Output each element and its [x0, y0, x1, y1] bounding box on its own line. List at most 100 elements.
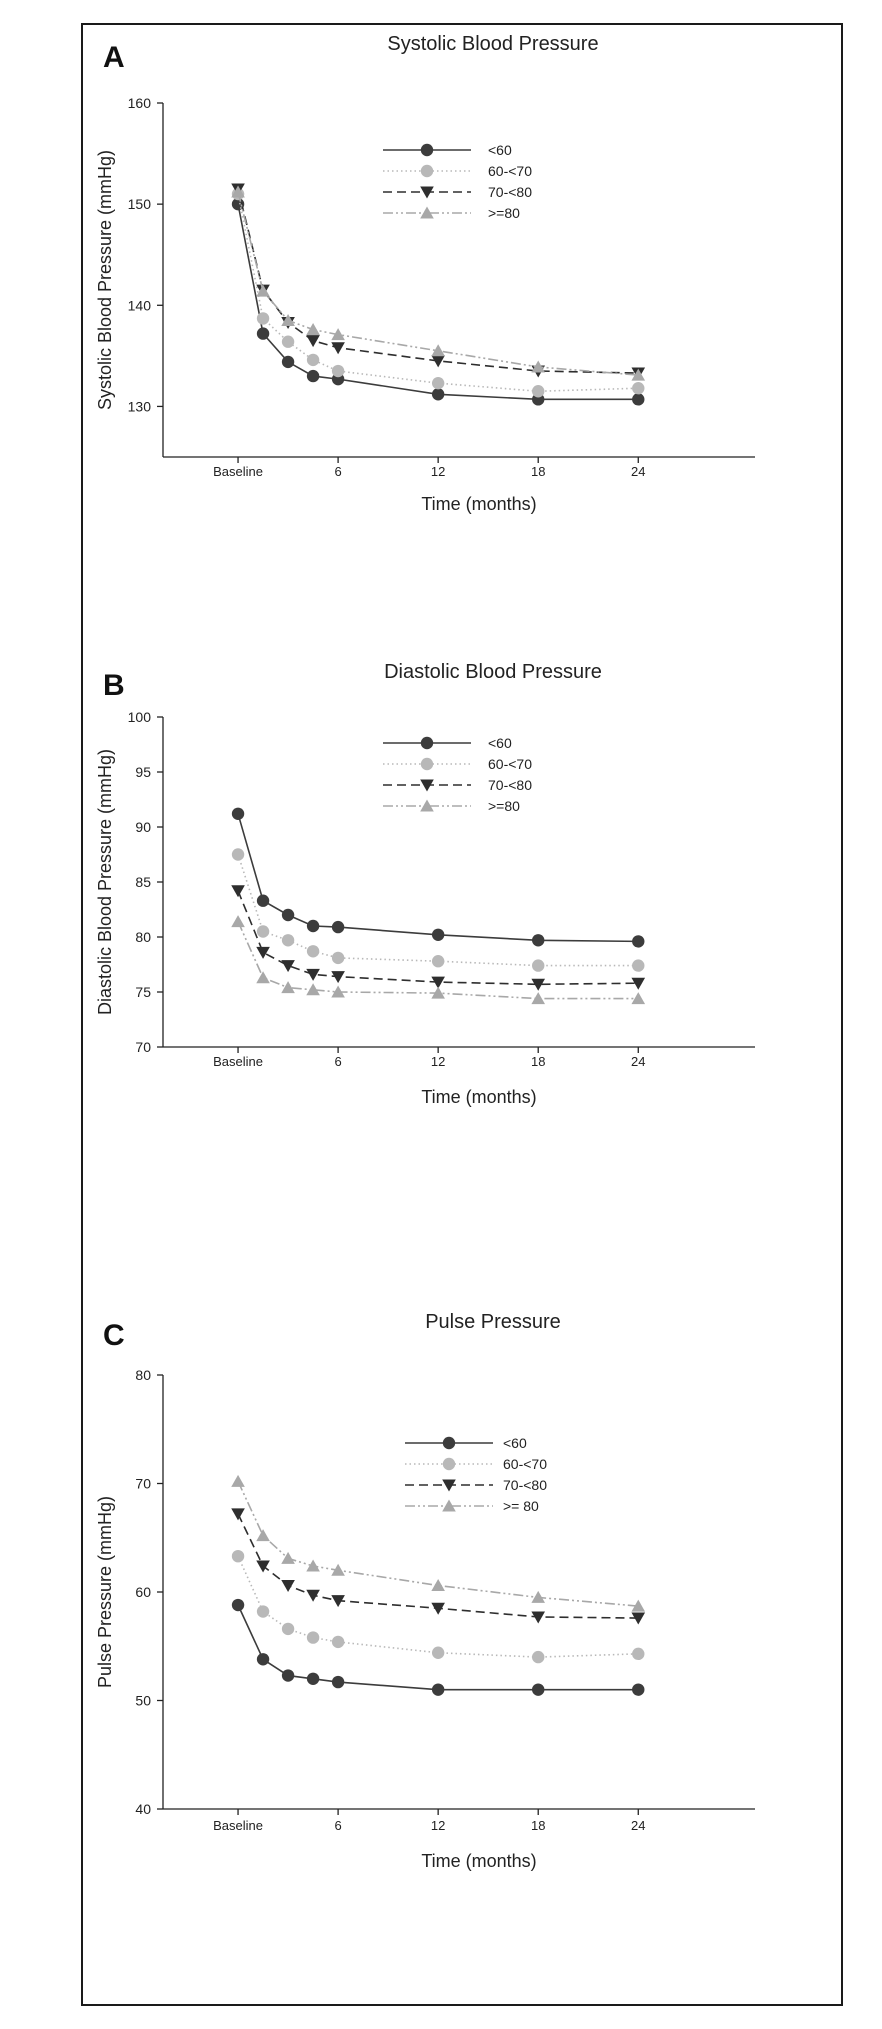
data-point [632, 959, 645, 972]
data-point [431, 928, 445, 941]
x-tick-label: 24 [631, 464, 645, 479]
chart-svg: A Systolic Blood Pressure 130 140 150 160 Base… [95, 33, 755, 514]
data-point [306, 369, 320, 383]
y-tick-label: 50 [135, 1693, 151, 1709]
legend-entry: >=80 [383, 205, 520, 221]
legend-entry: <60 [383, 142, 512, 158]
data-point [281, 355, 295, 369]
y-axis-label: Pulse Pressure (mmHg) [95, 1496, 115, 1688]
data-point [431, 388, 445, 401]
data-point [281, 981, 295, 994]
y-axis-label: Systolic Blood Pressure (mmHg) [95, 150, 115, 410]
series-0 [231, 807, 645, 948]
legend-marker [420, 206, 434, 219]
y-tick-label: 90 [135, 819, 151, 835]
data-point [256, 1560, 270, 1573]
data-point [231, 185, 245, 198]
data-point [431, 1602, 445, 1615]
data-point [632, 1683, 645, 1696]
data-point [306, 968, 320, 981]
series-3 [231, 185, 646, 381]
legend-entry: 70-<80 [383, 777, 532, 793]
data-point [231, 1508, 245, 1521]
data-point [281, 313, 295, 326]
panel-letter: B [103, 669, 125, 702]
data-point [631, 368, 646, 381]
data-point [331, 1635, 345, 1649]
data-point [531, 1611, 546, 1624]
y-tick-label: 75 [135, 984, 151, 1000]
data-point [231, 1474, 245, 1487]
x-tick-label: Baseline [213, 1818, 263, 1833]
panel-diastolic: B Diastolic Blood Pressure 70 75 80 85 90 95 100… [83, 655, 840, 1305]
data-point [256, 971, 270, 984]
data-point [532, 1650, 545, 1664]
data-point [532, 1683, 545, 1696]
legend-entry: 70-<80 [405, 1477, 547, 1493]
data-point [632, 393, 645, 406]
data-point [431, 355, 445, 368]
data-point [431, 376, 445, 390]
data-point [431, 976, 445, 989]
data-point [631, 992, 646, 1005]
figure-frame: A Systolic Blood Pressure 130 140 150 160 Base… [81, 23, 843, 2006]
legend-entry: 60-<70 [383, 756, 532, 772]
data-point [231, 807, 245, 820]
panel-pulse: C Pulse Pressure 40 50 60 70 80 Baseline 6 12 18 24… [83, 1305, 840, 2005]
data-point [331, 328, 345, 341]
series-3 [231, 1474, 646, 1612]
legend-marker [420, 757, 434, 771]
x-tick-label: 24 [631, 1054, 645, 1069]
data-point [306, 335, 320, 348]
legend-marker [442, 1479, 456, 1492]
legend-entry: 70-<80 [383, 184, 532, 200]
legend-marker [420, 779, 434, 792]
legend-marker [420, 164, 434, 178]
data-point [281, 908, 295, 922]
data-point [231, 915, 245, 928]
series-line [237, 890, 639, 986]
data-point [231, 1598, 245, 1612]
data-point [331, 1595, 345, 1608]
data-point [331, 920, 345, 934]
x-tick-label: 12 [431, 1818, 445, 1833]
data-point [306, 1559, 320, 1572]
y-tick-label: 80 [135, 929, 151, 945]
y-tick-label: 95 [135, 764, 151, 780]
data-point [431, 955, 445, 968]
series-3 [231, 915, 646, 1005]
data-point [632, 1647, 645, 1661]
x-tick-label: 6 [334, 1818, 341, 1833]
data-point [331, 364, 345, 378]
data-point [631, 977, 646, 990]
legend-label: 60-<70 [488, 756, 532, 772]
data-point [531, 360, 546, 373]
data-point [632, 382, 645, 395]
data-point [306, 945, 320, 958]
legend-label: 60-<70 [488, 163, 532, 179]
y-tick-label: 130 [128, 398, 152, 414]
legend-label: <60 [503, 1435, 527, 1451]
legend-entry: 60-<70 [405, 1456, 547, 1472]
data-point [532, 385, 545, 398]
data-point [256, 894, 270, 907]
x-tick-label: 12 [431, 464, 445, 479]
data-point [531, 978, 546, 991]
x-tick-label: 12 [431, 1054, 445, 1069]
legend-marker [420, 736, 434, 750]
x-tick-label: 18 [531, 464, 545, 479]
chart-svg: C Pulse Pressure 40 50 60 70 80 Baseline 6 12 18 24… [95, 1311, 755, 1871]
y-tick-label: 150 [128, 196, 152, 212]
data-point [531, 992, 546, 1005]
y-tick-label: 70 [135, 1039, 151, 1055]
legend-label: >=80 [488, 205, 520, 221]
y-tick-label: 70 [135, 1476, 151, 1492]
chart-title: Systolic Blood Pressure [387, 33, 598, 55]
data-point [281, 1579, 295, 1592]
x-tick-label: 18 [531, 1054, 545, 1069]
data-point [256, 1529, 270, 1542]
data-point [256, 925, 270, 938]
series-1 [231, 1549, 645, 1664]
legend-label: 60-<70 [503, 1456, 547, 1472]
data-point [256, 312, 270, 325]
